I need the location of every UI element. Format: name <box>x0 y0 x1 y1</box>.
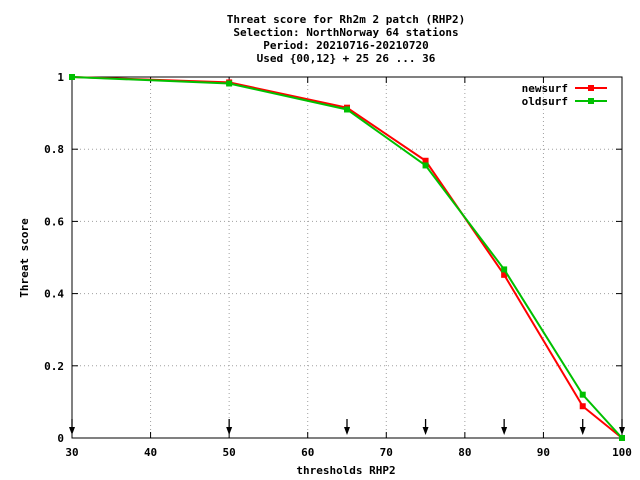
axis-ticks: 30 40 50 60 70 80 90 100 0 0.2 0.4 0.6 0.8 1 <box>44 71 632 459</box>
y-tick-label: 0.8 <box>44 143 64 156</box>
data-point-newsurf <box>501 271 508 278</box>
y-axis-label: Threat score <box>18 218 31 298</box>
x-tick-label: 100 <box>612 446 632 459</box>
threshold-arrows <box>69 419 625 435</box>
x-tick-label: 70 <box>380 446 393 459</box>
y-tick-label: 0 <box>57 432 64 445</box>
data-point-oldsurf <box>579 391 586 398</box>
data-point-oldsurf <box>619 435 625 441</box>
title-line-3: Period: 20210716-20210720 <box>263 39 429 52</box>
x-tick-label: 50 <box>223 446 236 459</box>
data-point-oldsurf <box>344 106 350 113</box>
y-tick-label: 0.6 <box>44 215 64 228</box>
y-tick-label: 0.2 <box>44 360 64 373</box>
data-point-newsurf <box>579 403 586 410</box>
x-tick-label: 40 <box>144 446 157 459</box>
y-tick-label: 1 <box>57 71 64 84</box>
series-line-oldsurf <box>71 76 623 439</box>
legend-label-oldsurf: oldsurf <box>522 95 568 108</box>
legend-swatch-marker <box>588 85 594 91</box>
x-tick-label: 80 <box>458 446 471 459</box>
title-line-1: Threat score for Rh2m 2 patch (RHP2) <box>227 13 465 26</box>
chart-title: Threat score for Rh2m 2 patch (RHP2) Sel… <box>227 13 465 65</box>
title-line-4: Used {00,12} + 25 26 ... 36 <box>257 52 436 65</box>
legend-label-newsurf: newsurf <box>522 82 568 95</box>
threshold-arrow-head <box>619 427 625 435</box>
title-line-2: Selection: NorthNorway 64 stations <box>233 26 458 39</box>
x-tick-label: 90 <box>537 446 550 459</box>
data-point-oldsurf <box>226 80 233 87</box>
y-tick-label: 0.4 <box>44 288 64 301</box>
data-point-oldsurf <box>422 162 429 169</box>
x-axis-label: thresholds RHP2 <box>296 464 395 477</box>
threshold-arrow-head <box>69 427 75 435</box>
legend-swatch-marker <box>588 98 594 104</box>
x-tick-label: 60 <box>301 446 314 459</box>
data-point-oldsurf <box>501 266 508 273</box>
threshold-arrow-head <box>422 427 429 435</box>
series-lines <box>69 74 625 441</box>
threshold-arrow-head <box>226 427 233 435</box>
data-point-newsurf <box>422 157 429 164</box>
grid-lines <box>72 77 622 438</box>
x-tick-label: 30 <box>65 446 78 459</box>
data-point-oldsurf <box>69 74 75 80</box>
series-line-newsurf <box>71 76 623 439</box>
threshold-arrow-head <box>344 427 350 435</box>
threshold-arrow-head <box>579 427 586 435</box>
plot-frame <box>71 76 623 439</box>
threshold-arrow-head <box>501 427 508 435</box>
